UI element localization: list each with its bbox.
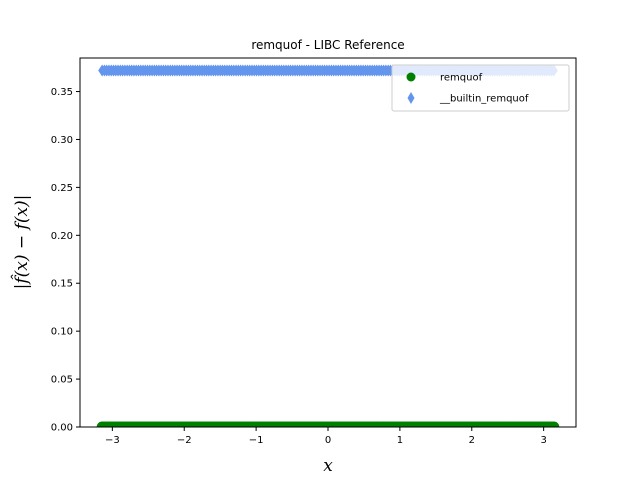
x-tick-label: 0 bbox=[325, 435, 331, 446]
y-tick-label: 0.10 bbox=[51, 327, 73, 338]
legend: remquof __builtin_remquof bbox=[391, 64, 570, 112]
x-axis-label: x bbox=[323, 456, 333, 476]
series-remquof bbox=[96, 421, 560, 427]
x-axis: −3 −2 −1 0 1 2 3 bbox=[105, 427, 547, 446]
y-tick-label: 0.05 bbox=[51, 375, 73, 386]
y-tick-label: 0.20 bbox=[51, 231, 73, 242]
legend-marker bbox=[407, 92, 415, 104]
x-tick-label: −3 bbox=[105, 435, 120, 446]
legend-marker bbox=[406, 72, 416, 82]
legend-box bbox=[391, 64, 570, 112]
data-point bbox=[548, 421, 560, 427]
y-tick-label: 0.35 bbox=[51, 87, 73, 98]
x-tick-label: −1 bbox=[249, 435, 264, 446]
y-axis: 0.00 0.05 0.10 0.15 0.20 0.25 0.30 0.35 bbox=[51, 87, 80, 434]
y-axis-label: |f̂(x) − f(x)| bbox=[11, 195, 32, 290]
y-tick-label: 0.00 bbox=[51, 423, 73, 434]
y-tick-label: 0.30 bbox=[51, 135, 73, 146]
y-tick-label: 0.15 bbox=[51, 279, 73, 290]
chart-title: remquof - LIBC Reference bbox=[251, 38, 404, 52]
legend-label: remquof bbox=[440, 73, 483, 84]
x-tick-label: 3 bbox=[540, 435, 546, 446]
x-tick-label: −2 bbox=[177, 435, 192, 446]
legend-label: __builtin_remquof bbox=[439, 94, 529, 105]
x-tick-label: 1 bbox=[397, 435, 403, 446]
x-tick-label: 2 bbox=[469, 435, 475, 446]
y-tick-label: 0.25 bbox=[51, 183, 73, 194]
